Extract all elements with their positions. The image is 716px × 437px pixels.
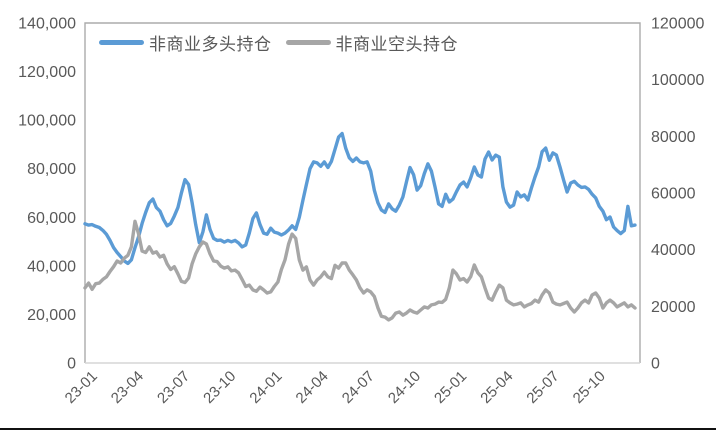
x-axis-tick-label: 25-04 <box>477 368 516 407</box>
right-axis-tick-label: 120000 <box>651 16 704 33</box>
bottom-border-line <box>0 428 716 430</box>
left-axis-tick-label: 60,000 <box>27 210 76 227</box>
series-line-noncommercial-long <box>83 131 637 266</box>
legend-line-swatch-blue <box>99 40 144 45</box>
x-axis-tick-label: 25-07 <box>523 368 562 407</box>
left-axis-tick-label: 100,000 <box>18 113 76 130</box>
series-line-noncommercial-short <box>83 219 637 322</box>
right-axis-tick-label: 40000 <box>651 242 696 259</box>
right-axis-tick-label: 60000 <box>651 186 696 203</box>
legend-label-long: 非商业多头持仓 <box>149 35 272 54</box>
right-axis-tick-label: 20000 <box>651 299 696 316</box>
legend-item-noncommercial-long: 非商业多头持仓 <box>99 30 272 55</box>
x-axis-tick-label: 25-01 <box>431 368 470 407</box>
left-axis-tick-label: 20,000 <box>27 307 76 324</box>
legend-label-short: 非商业空头持仓 <box>335 35 458 54</box>
plot-border <box>84 22 641 363</box>
left-axis-tick-label: 80,000 <box>27 161 76 178</box>
legend-line-swatch-gray <box>285 40 331 45</box>
legend-item-noncommercial-short: 非商业空头持仓 <box>285 30 459 55</box>
chart-legend: 非商业多头持仓 非商业空头持仓 <box>99 30 458 55</box>
x-axis-tick-label: 25-10 <box>570 368 609 407</box>
left-axis-tick-label: 0 <box>67 356 76 373</box>
x-axis-tick-label: 24-10 <box>385 368 424 407</box>
x-axis-tick-label: 24-01 <box>246 368 285 407</box>
right-axis-tick-label: 0 <box>651 356 660 373</box>
x-axis-tick-label: 23-04 <box>108 368 147 407</box>
x-axis-tick-label: 23-01 <box>62 368 101 407</box>
x-axis-tick-label: 23-10 <box>200 368 239 407</box>
right-axis-tick-label: 100000 <box>651 72 704 89</box>
x-axis-tick-label: 24-07 <box>339 368 378 407</box>
left-axis-tick-label: 140,000 <box>18 16 76 33</box>
right-axis-tick-label: 80000 <box>651 129 696 146</box>
left-axis-tick-label: 40,000 <box>27 258 76 275</box>
x-axis-tick-label: 23-07 <box>154 368 193 407</box>
left-axis-tick-label: 120,000 <box>18 64 76 81</box>
x-axis-tick-label: 24-04 <box>293 368 332 407</box>
